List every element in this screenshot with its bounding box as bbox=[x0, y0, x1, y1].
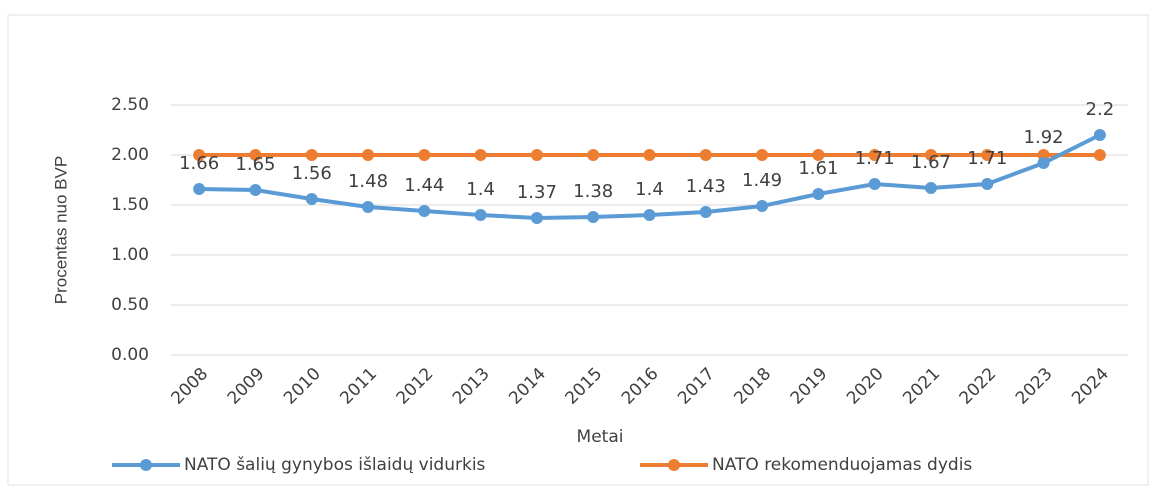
marker bbox=[587, 149, 600, 161]
x-tick-label: 2011 bbox=[336, 364, 381, 409]
x-tick-label: 2016 bbox=[618, 364, 663, 409]
y-tick-label: 1.50 bbox=[111, 195, 149, 215]
marker bbox=[868, 149, 881, 161]
marker bbox=[812, 149, 825, 161]
marker bbox=[1093, 129, 1106, 141]
data-label: 1.56 bbox=[292, 163, 332, 184]
chart-frame bbox=[7, 14, 1149, 486]
y-tick-label: 0.00 bbox=[111, 345, 149, 365]
marker bbox=[699, 149, 712, 161]
marker bbox=[474, 149, 487, 161]
marker bbox=[305, 193, 318, 205]
data-label: 1.61 bbox=[798, 158, 838, 179]
y-tick-label: 0.50 bbox=[111, 295, 149, 315]
x-tick-label: 2015 bbox=[562, 364, 607, 409]
marker bbox=[1093, 149, 1106, 161]
legend-label: NATO šalių gynybos išlaidų vidurkis bbox=[184, 455, 486, 475]
marker bbox=[305, 149, 318, 161]
data-label: 1.67 bbox=[911, 152, 951, 173]
y-tick-label: 2.00 bbox=[111, 145, 149, 165]
marker bbox=[587, 211, 600, 223]
y-axis-title: Procentas nuo BVP bbox=[51, 156, 70, 304]
marker bbox=[193, 149, 206, 161]
data-label: 1.4 bbox=[635, 179, 664, 200]
x-tick-label: 2021 bbox=[899, 364, 944, 409]
data-label: 1.37 bbox=[517, 182, 557, 203]
x-tick-label: 2008 bbox=[167, 364, 212, 409]
legend-label: NATO rekomenduojamas dydis bbox=[712, 455, 972, 475]
data-label: 1.71 bbox=[855, 148, 895, 169]
marker bbox=[756, 200, 769, 212]
y-tick-label: 1.00 bbox=[111, 245, 149, 265]
x-tick-label: 2013 bbox=[449, 364, 494, 409]
marker bbox=[249, 184, 262, 196]
data-label: 1.49 bbox=[742, 170, 782, 191]
data-label: 1.38 bbox=[573, 181, 613, 202]
x-tick-label: 2012 bbox=[393, 364, 438, 409]
x-tick-label: 2018 bbox=[730, 364, 775, 409]
x-tick-label: 2024 bbox=[1068, 364, 1113, 409]
marker bbox=[362, 149, 375, 161]
marker bbox=[924, 182, 937, 194]
x-tick-label: 2019 bbox=[787, 364, 832, 409]
line bbox=[199, 133, 1101, 221]
marker bbox=[981, 178, 994, 190]
marker bbox=[530, 212, 543, 224]
data-label: 1.48 bbox=[348, 171, 388, 192]
data-label: 1.65 bbox=[235, 154, 275, 175]
marker bbox=[193, 183, 206, 195]
data-label: 2.2 bbox=[1086, 99, 1115, 120]
marker bbox=[643, 209, 656, 221]
data-label: 1.44 bbox=[404, 175, 444, 196]
marker bbox=[924, 149, 937, 161]
data-label: 1.92 bbox=[1024, 127, 1064, 148]
marker bbox=[981, 149, 994, 161]
marker bbox=[756, 149, 769, 161]
data-label: 1.43 bbox=[686, 176, 726, 197]
x-tick-label: 2009 bbox=[224, 364, 269, 409]
legend-marker bbox=[668, 459, 680, 471]
marker bbox=[418, 149, 431, 161]
legend-marker bbox=[140, 459, 152, 471]
data-label: 1.66 bbox=[179, 153, 219, 174]
data-label: 1.4 bbox=[466, 179, 495, 200]
marker bbox=[474, 209, 487, 221]
x-tick-label: 2014 bbox=[505, 364, 550, 409]
x-tick-label: 2022 bbox=[956, 364, 1001, 409]
x-tick-label: 2017 bbox=[674, 364, 719, 409]
y-tick-label: 2.50 bbox=[111, 95, 149, 115]
marker bbox=[1037, 157, 1050, 169]
marker bbox=[418, 205, 431, 217]
x-tick-label: 2023 bbox=[1012, 364, 1057, 409]
marker bbox=[643, 149, 656, 161]
marker bbox=[699, 206, 712, 218]
x-tick-label: 2020 bbox=[843, 364, 888, 409]
marker bbox=[362, 201, 375, 213]
marker bbox=[249, 149, 262, 161]
marker bbox=[868, 178, 881, 190]
x-axis-title: Metai bbox=[577, 427, 624, 447]
marker bbox=[530, 149, 543, 161]
x-tick-label: 2010 bbox=[280, 364, 325, 409]
marker bbox=[812, 188, 825, 200]
data-label: 1.71 bbox=[967, 148, 1007, 169]
